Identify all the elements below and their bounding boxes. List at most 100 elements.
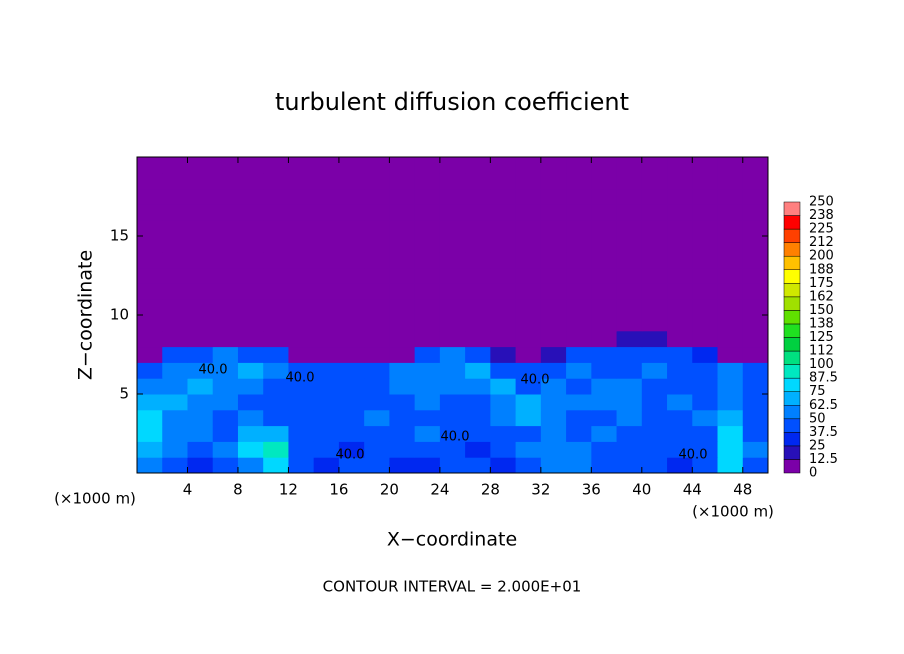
colorbar-label: 25: [809, 438, 826, 453]
colorbar-swatch: [783, 405, 801, 420]
colorbar-label: 212: [809, 235, 834, 250]
x-tick-label: 32: [531, 481, 550, 499]
field-cell: [364, 220, 390, 237]
field-cell: [288, 188, 315, 205]
field-cell: [465, 346, 491, 363]
field-cell: [389, 220, 416, 237]
field-cell: [439, 283, 466, 300]
field-cell: [465, 251, 491, 269]
y-tick-label: 10: [110, 306, 129, 324]
field-cell: [717, 457, 744, 474]
field-cell: [667, 157, 693, 174]
field-cell: [692, 409, 719, 427]
field-cell: [465, 457, 491, 474]
field-cell: [717, 283, 744, 300]
field-cell: [616, 394, 643, 411]
field-cell: [616, 299, 643, 316]
field-cell: [591, 188, 618, 205]
field-cell: [389, 330, 416, 348]
colorbar-swatch: [783, 323, 801, 338]
colorbar-label: 75: [809, 384, 826, 399]
field-cell: [137, 441, 163, 458]
field-cell: [515, 378, 542, 395]
field-cell: [641, 315, 668, 332]
field-cell: [364, 157, 390, 174]
field-cell: [212, 425, 239, 442]
field-cell: [515, 172, 542, 190]
field-cell: [187, 267, 214, 284]
field-cell: [162, 425, 188, 442]
field-cell: [187, 172, 214, 190]
field-cell: [263, 188, 289, 205]
field-cell: [742, 330, 769, 348]
field-cell: [288, 172, 315, 190]
field-cell: [641, 330, 668, 348]
field-cell: [263, 204, 289, 221]
field-cell: [338, 172, 365, 190]
field-cell: [641, 283, 668, 300]
field-cell: [515, 409, 542, 427]
field-cell: [212, 204, 239, 221]
field-cell: [667, 172, 693, 190]
field-cell: [364, 330, 390, 348]
field-cell: [692, 172, 719, 190]
field-cell: [490, 220, 517, 237]
field-cell: [313, 157, 340, 174]
field-cell: [237, 409, 264, 427]
field-cell: [540, 299, 567, 316]
field-cell: [263, 378, 289, 395]
colorbar-label: 200: [809, 249, 834, 264]
field-cell: [540, 236, 567, 253]
field-cell: [389, 378, 416, 395]
field-cell: [389, 188, 416, 205]
field-cell: [137, 267, 163, 284]
field-cell: [465, 204, 491, 221]
field-cell: [338, 236, 365, 253]
field-cell: [187, 346, 214, 363]
colorbar-swatch: [783, 377, 801, 392]
contour-label: 40.0: [199, 363, 228, 378]
field-cell: [187, 425, 214, 442]
field-cell: [641, 236, 668, 253]
field-cell: [162, 346, 188, 363]
field-cell: [212, 441, 239, 458]
field-cell: [616, 330, 643, 348]
field-cell: [414, 283, 441, 300]
field-cell: [364, 315, 390, 332]
field-cell: [313, 362, 340, 379]
field-cell: [742, 441, 769, 458]
field-cell: [263, 441, 289, 458]
field-cell: [263, 346, 289, 363]
field-cell: [591, 441, 618, 458]
field-cell: [641, 362, 668, 379]
field-cell: [591, 457, 618, 474]
field-cell: [162, 220, 188, 237]
field-cell: [641, 441, 668, 458]
field-cell: [439, 457, 466, 474]
field-cell: [137, 394, 163, 411]
field-cell: [566, 188, 592, 205]
x-tick-label: 40: [632, 481, 651, 499]
field-cell: [591, 346, 618, 363]
field-cell: [515, 188, 542, 205]
field-cell: [566, 362, 592, 379]
field-cell: [540, 188, 567, 205]
field-cell: [389, 346, 416, 363]
field-cell: [162, 315, 188, 332]
field-cell: [338, 251, 365, 269]
field-cell: [692, 362, 719, 379]
field-cell: [717, 299, 744, 316]
field-cell: [465, 157, 491, 174]
field-cell: [288, 204, 315, 221]
colorbar-swatch: [783, 391, 801, 406]
y-tick-label: 5: [119, 385, 129, 403]
field-cell: [667, 251, 693, 269]
field-cell: [187, 157, 214, 174]
field-cell: [414, 441, 441, 458]
field-cell: [667, 188, 693, 205]
field-cell: [237, 330, 264, 348]
field-cell: [389, 362, 416, 379]
field-cell: [313, 330, 340, 348]
field-cell: [566, 378, 592, 395]
